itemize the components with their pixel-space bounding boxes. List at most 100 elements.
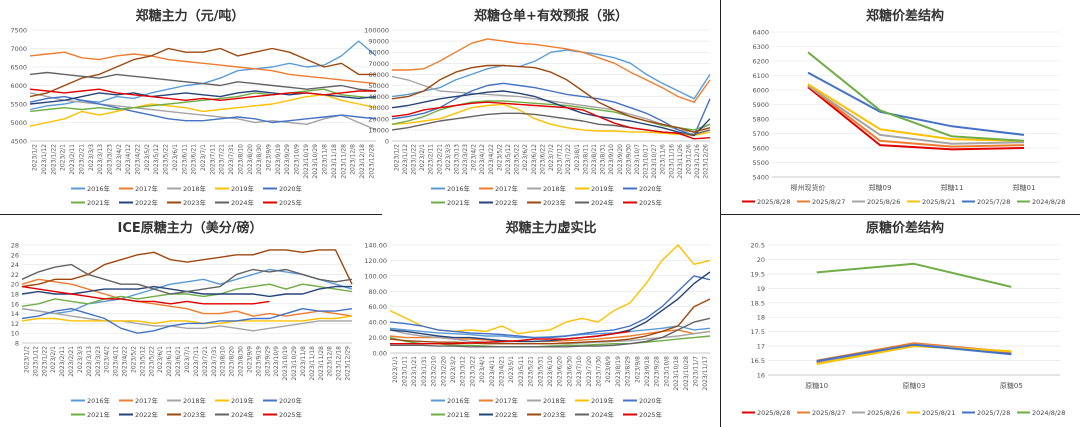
legend-label: 2025/7/28	[977, 409, 1010, 417]
y-tick-label: 20	[757, 256, 765, 264]
x-tick-label: 2023/5/12	[139, 346, 146, 377]
x-tick-label: 2023/1/22	[410, 144, 417, 175]
y-tick-label: 16.5	[751, 357, 765, 365]
legend-label: 2019年	[591, 396, 615, 405]
x-tick-label: 2023/9/9	[265, 144, 272, 171]
x-tick-label: 2023/4/1	[479, 356, 486, 383]
legend-label: 2023年	[543, 410, 567, 419]
x-tick-label: 2023/3/3	[445, 144, 452, 171]
x-tick-label: 2023/6/12	[531, 144, 538, 175]
y-tick-label: 20	[11, 281, 19, 289]
x-tick-label: 2023/5/11	[518, 356, 525, 387]
x-tick-label: 2023/10/19	[282, 346, 289, 381]
x-tick-label: 2023/8/21	[591, 144, 598, 175]
y-tick-label: 5500	[10, 101, 27, 109]
legend-label: 2025/8/21	[922, 198, 955, 206]
y-tick-label: 100000	[364, 27, 389, 35]
x-tick-label: 2023/8/20	[229, 346, 236, 377]
y-tick-label: 19.5	[751, 270, 765, 278]
y-tick-label: 28	[11, 242, 19, 250]
legend-label: 2024/8/28	[1032, 198, 1065, 206]
y-tick-label: 8	[15, 340, 19, 348]
y-tick-label: 16	[11, 300, 19, 308]
y-tick-label: 5400	[752, 174, 769, 182]
x-tick-label: 2023/2/20	[440, 356, 447, 387]
x-tick-label: 2023/12/26	[703, 144, 710, 179]
legend-label: 2022年	[495, 410, 519, 419]
y-tick-label: 18.5	[751, 299, 765, 307]
legend-label: 2020年	[639, 184, 663, 193]
legend-label: 2025/8/21	[922, 409, 955, 417]
x-tick-label: 2023/1/22	[41, 346, 48, 377]
x-tick-label: 2023/2/1	[419, 144, 426, 171]
y-tick-label: 12	[11, 320, 19, 328]
x-tick-label: 2023/7/10	[576, 356, 583, 387]
x-tick-label: 2023/9/9	[246, 346, 253, 373]
legend-label: 2016年	[447, 184, 471, 193]
legend-label: 2017年	[495, 396, 519, 405]
x-tick-label: 2023/5/12	[153, 144, 160, 175]
x-tick-label: 2023/4/2	[471, 144, 478, 171]
x-tick-label: 2023/11/28	[340, 144, 347, 179]
y-tick-label: 0	[385, 138, 389, 146]
x-tick-label: 2023/4/22	[135, 144, 142, 175]
zhengtang-structure-chart: 郑糖价差结构 5400 5500 5600 5700 5800 5900 6000 6100 62…	[742, 8, 1065, 206]
x-tick-label: 2023/5/22	[514, 144, 521, 175]
legend-label: 2017年	[495, 184, 519, 193]
legend-label: 2017年	[135, 396, 159, 405]
x-tick-label: 2023/2/1	[50, 346, 57, 373]
raw-structure-title: 原糖价差结构	[866, 220, 944, 236]
legend-label: 2021年	[87, 198, 111, 207]
series-line-2024年	[21, 263, 353, 295]
legend-label: 2019年	[591, 184, 615, 193]
x-tick-label: 2023/4/2	[116, 144, 123, 171]
x-tick-label: 2023/2/10	[431, 356, 438, 387]
x-tick-label: 2023/11/8	[322, 144, 329, 175]
y-tick-label: 24	[11, 261, 19, 269]
legend-label: 2018年	[183, 184, 207, 193]
x-tick-label: 2023/11/17	[702, 356, 709, 391]
x-tick-label: 2023/2/11	[69, 144, 76, 175]
x-tick-label: 2023/1/31	[421, 356, 428, 387]
series-line-2019年	[389, 244, 711, 335]
series-line-2016年	[29, 40, 377, 111]
y-tick-label: 40000	[368, 93, 389, 101]
series-line-2025/7/28	[816, 343, 1012, 363]
x-tick-label: 2023/7/21	[202, 346, 209, 377]
x-tick-label: 2023/3/13	[453, 144, 460, 175]
x-tick-label: 2023/7/2	[548, 144, 555, 171]
series-line-2023年	[389, 298, 711, 345]
y-tick-label: 5900	[752, 101, 769, 109]
series-line-2022年	[389, 271, 711, 343]
y-tick-label: 7000	[10, 45, 27, 53]
y-tick-label: 10000	[368, 126, 389, 134]
series-line-2021年	[21, 283, 353, 307]
series-line-2020年	[389, 275, 711, 339]
legend-label: 2020年	[639, 396, 663, 405]
series-line-2022年	[391, 90, 711, 137]
y-tick-label: 30000	[368, 104, 389, 112]
y-tick-label: 6300	[752, 43, 769, 51]
x-tick-label: 2023/2/21	[68, 346, 75, 377]
x-tick-label: 2023/1/12	[41, 144, 48, 175]
series-line-2025/8/26	[807, 84, 1025, 145]
x-tick-label: 2023/4/12	[479, 144, 486, 175]
x-tick-label: 2023/10/8	[663, 356, 670, 387]
x-tick-label: 2023/7/1	[200, 144, 207, 171]
series-line-2025年	[29, 88, 376, 102]
legend-label: 2025/8/28	[757, 409, 790, 417]
y-tick-label: 50000	[368, 82, 389, 90]
x-tick-label: 2023/8/29	[625, 356, 632, 387]
x-tick-label: 2023/6/2	[522, 144, 529, 171]
x-tick-label: 2023/2/11	[428, 144, 435, 175]
y-tick-label: 26	[11, 251, 19, 259]
y-tick-label: 0.00	[373, 350, 387, 358]
x-tick-label: 2023/4/21	[499, 356, 506, 387]
x-tick-label: 2023/8/19	[615, 356, 622, 387]
legend-label: 2025/8/27	[812, 198, 845, 206]
y-tick-label: 7500	[10, 27, 27, 35]
legend-label: 2016年	[87, 184, 111, 193]
legend-label: 2018年	[543, 396, 567, 405]
y-tick-label: 80000	[368, 49, 389, 57]
x-tick-label: 2023/3/23	[95, 346, 102, 377]
